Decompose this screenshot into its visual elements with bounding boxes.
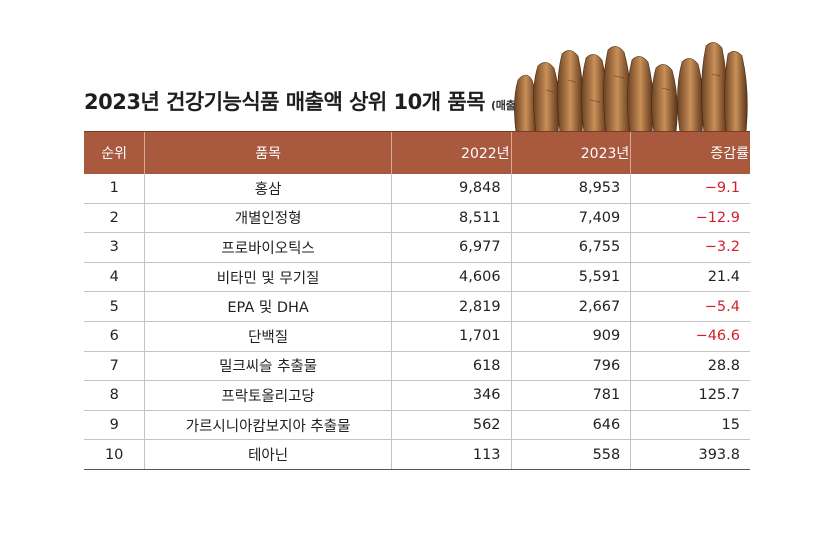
item-cell: 단백질 xyxy=(144,321,392,352)
item-cell: EPA 및 DHA xyxy=(144,291,392,322)
change-cell: 125.7 xyxy=(630,380,750,411)
change-cell: 28.8 xyxy=(630,351,750,382)
table-row: 4 비타민 및 무기질 4,606 5,591 21.4 xyxy=(84,262,750,293)
item-cell: 프락토올리고당 xyxy=(144,380,392,411)
change-cell: 393.8 xyxy=(630,439,750,470)
value-2023-cell: 8,953 xyxy=(511,174,632,204)
rank-cell: 5 xyxy=(84,291,146,322)
item-cell: 가르시니아캄보지아 추출물 xyxy=(144,410,392,441)
change-cell: −12.9 xyxy=(630,203,750,234)
rank-cell: 7 xyxy=(84,351,146,382)
value-2022-cell: 4,606 xyxy=(391,262,512,293)
rank-cell: 6 xyxy=(84,321,146,352)
value-2022-cell: 346 xyxy=(391,380,512,411)
value-2022-cell: 9,848 xyxy=(391,174,512,204)
rank-cell: 3 xyxy=(84,232,146,263)
table-row: 2 개별인정형 8,511 7,409 −12.9 xyxy=(84,203,750,234)
sales-table: 순위 품목 2022년 2023년 증감률 1 홍삼 9,848 8,953 −9.1 2… xyxy=(84,132,750,470)
header-2023: 2023년 xyxy=(511,132,632,174)
item-cell: 홍삼 xyxy=(144,174,392,204)
value-2022-cell: 1,701 xyxy=(391,321,512,352)
change-cell: −3.2 xyxy=(630,232,750,263)
value-2023-cell: 646 xyxy=(511,410,632,441)
ginseng-illustration xyxy=(514,42,748,132)
value-2023-cell: 7,409 xyxy=(511,203,632,234)
header-2022: 2022년 xyxy=(391,132,512,174)
rank-cell: 8 xyxy=(84,380,146,411)
table-row: 9 가르시니아캄보지아 추출물 562 646 15 xyxy=(84,410,750,441)
item-cell: 테아닌 xyxy=(144,439,392,470)
table-row: 8 프락토올리고당 346 781 125.7 xyxy=(84,380,750,411)
value-2023-cell: 5,591 xyxy=(511,262,632,293)
table-row: 6 단백질 1,701 909 −46.6 xyxy=(84,321,750,352)
table-row: 5 EPA 및 DHA 2,819 2,667 −5.4 xyxy=(84,291,750,322)
rank-cell: 9 xyxy=(84,410,146,441)
table-row: 1 홍삼 9,848 8,953 −9.1 xyxy=(84,174,750,204)
rank-cell: 4 xyxy=(84,262,146,293)
item-cell: 비타민 및 무기질 xyxy=(144,262,392,293)
value-2023-cell: 2,667 xyxy=(511,291,632,322)
change-cell: −46.6 xyxy=(630,321,750,352)
page-title: 2023년 건강기능식품 매출액 상위 10개 품목 xyxy=(84,90,486,114)
table-row: 10 테아닌 113 558 393.8 xyxy=(84,439,750,470)
header-item: 품목 xyxy=(144,132,392,174)
table-row: 7 밀크씨슬 추출물 618 796 28.8 xyxy=(84,351,750,382)
value-2023-cell: 781 xyxy=(511,380,632,411)
header-change: 증감률 xyxy=(630,132,750,174)
header-rank: 순위 xyxy=(84,132,146,174)
table-body: 1 홍삼 9,848 8,953 −9.1 2 개별인정형 8,511 7,409 −12.9 3 프… xyxy=(84,174,750,470)
value-2023-cell: 796 xyxy=(511,351,632,382)
table-row: 3 프로바이오틱스 6,977 6,755 −3.2 xyxy=(84,232,750,263)
rank-cell: 2 xyxy=(84,203,146,234)
table-top-rule xyxy=(84,131,750,132)
value-2022-cell: 6,977 xyxy=(391,232,512,263)
item-cell: 개별인정형 xyxy=(144,203,392,234)
value-2022-cell: 2,819 xyxy=(391,291,512,322)
table-header-row: 순위 품목 2022년 2023년 증감률 xyxy=(84,132,750,174)
value-2022-cell: 562 xyxy=(391,410,512,441)
change-cell: 15 xyxy=(630,410,750,441)
change-cell: −9.1 xyxy=(630,174,750,204)
value-2022-cell: 618 xyxy=(391,351,512,382)
change-cell: −5.4 xyxy=(630,291,750,322)
value-2023-cell: 558 xyxy=(511,439,632,470)
value-2022-cell: 8,511 xyxy=(391,203,512,234)
value-2023-cell: 909 xyxy=(511,321,632,352)
value-2022-cell: 113 xyxy=(391,439,512,470)
item-cell: 프로바이오틱스 xyxy=(144,232,392,263)
value-2023-cell: 6,755 xyxy=(511,232,632,263)
change-cell: 21.4 xyxy=(630,262,750,293)
rank-cell: 10 xyxy=(84,439,146,470)
item-cell: 밀크씨슬 추출물 xyxy=(144,351,392,382)
rank-cell: 1 xyxy=(84,174,146,204)
